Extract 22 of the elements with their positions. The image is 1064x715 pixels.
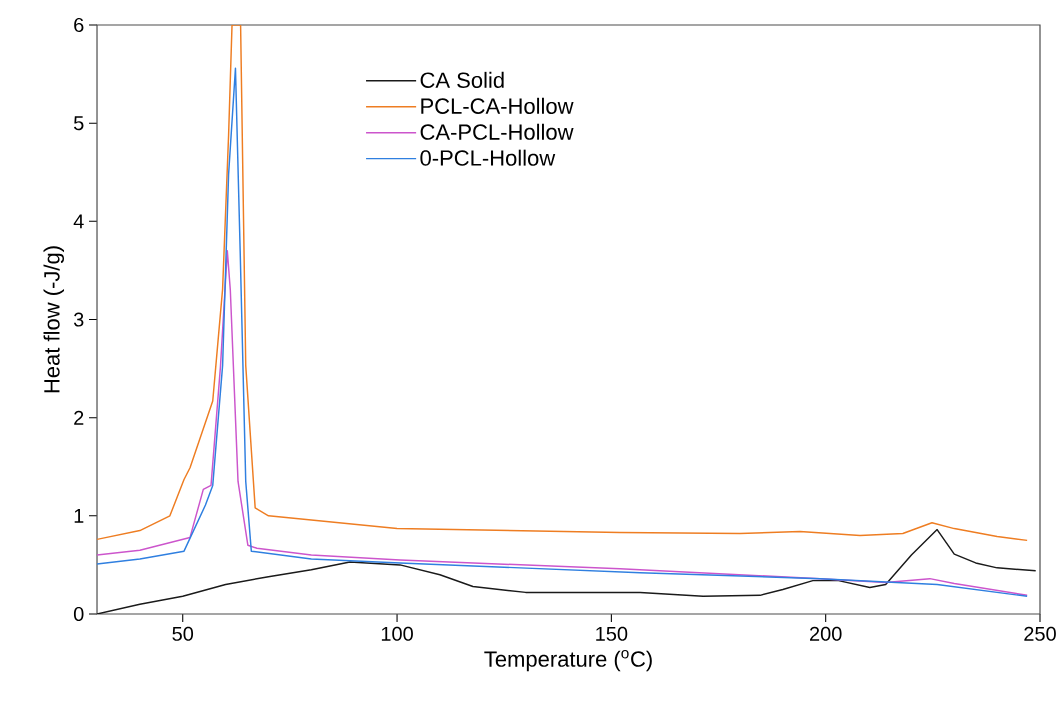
- y-tick-label: 6: [74, 18, 84, 33]
- x-tick-label: 150: [596, 626, 628, 642]
- line-series: [97, 250, 1028, 597]
- legend-label: CA Solid: [420, 72, 504, 89]
- y-tick-label: 0: [73, 607, 84, 622]
- y-tick-label: 4: [73, 214, 84, 229]
- y-axis-title: Heat flow (-J/g): [43, 246, 65, 393]
- x-tick-label: 100: [381, 626, 413, 642]
- y-tick-label: 5: [73, 116, 84, 131]
- legend-label: 0-PCL-Hollow: [420, 149, 556, 166]
- line-series: [97, 25, 1028, 542]
- line-series: [97, 529, 1037, 615]
- line-series: [97, 67, 1028, 598]
- x-tick-label: 250: [1024, 626, 1056, 642]
- x-tick-label: 50: [172, 626, 194, 642]
- y-tick-label: 2: [74, 410, 84, 425]
- x-tick-label: 200: [810, 626, 842, 642]
- legend-label: PCL-CA-Hollow: [421, 97, 574, 115]
- y-tick-label: 3: [73, 312, 84, 327]
- x-axis-title: Temperature ($^{o}$C): [484, 650, 652, 672]
- legend-label: CA-PCL-Hollow: [420, 123, 574, 141]
- y-tick-label: 1: [74, 509, 84, 523]
